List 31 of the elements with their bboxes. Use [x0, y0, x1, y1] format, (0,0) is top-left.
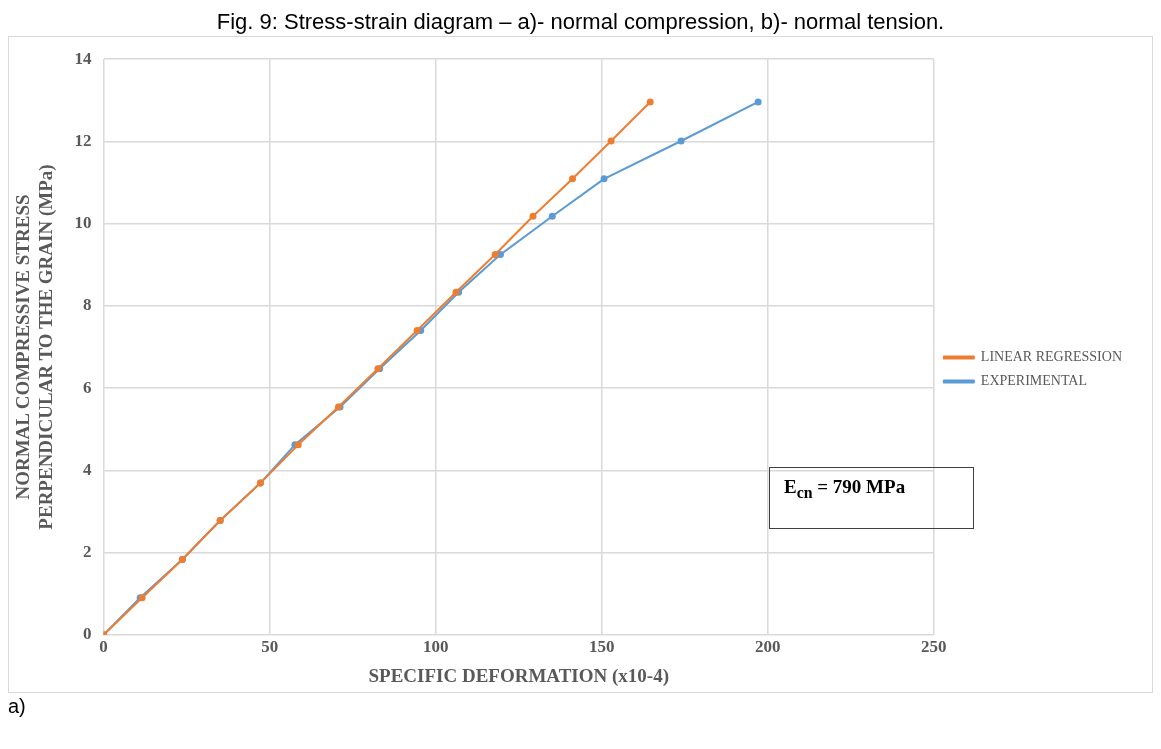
y-tick-label: 14	[74, 48, 93, 68]
point	[569, 175, 577, 183]
y-tick-label: 2	[83, 541, 92, 561]
x-tick-label: 100	[422, 637, 449, 657]
point	[413, 327, 421, 335]
legend-label: LINEAR REGRESSION	[980, 349, 1122, 365]
point	[607, 137, 615, 145]
legend-label: EXPERIMENTAL	[980, 373, 1088, 389]
y-axis-title: NORMAL COMPRESSIVE STRESS PERPENDICULAR TO THE GRAIN (MPa)	[12, 164, 58, 530]
x-axis-title: SPECIFIC DEFORMATION (x10-4)	[368, 664, 669, 687]
y-tick-label: 8	[83, 295, 92, 315]
x-tick-label: 200	[755, 637, 781, 657]
point	[600, 175, 608, 183]
point	[677, 137, 685, 145]
y-tick-label: 4	[83, 459, 93, 479]
x-tick-label: 250	[921, 637, 947, 657]
note-box: E$_{cn}$ = 790 MPa	[769, 467, 974, 529]
chart-title: Fig. 9: Stress-strain diagram – a)- normal compression, b)- normal tension.	[215, 8, 946, 36]
point	[754, 98, 762, 106]
y-tick-label: 12	[74, 130, 92, 150]
point	[491, 250, 499, 258]
point	[548, 212, 556, 220]
y-tick-label: 6	[83, 377, 92, 397]
point	[529, 212, 537, 220]
point	[646, 98, 654, 106]
x-tick-label: 150	[588, 637, 615, 657]
x-tick-label: 50	[261, 637, 279, 657]
text: a)	[8, 695, 27, 718]
y-tick-label: 0	[83, 624, 92, 644]
x-tick-label: 0	[99, 637, 108, 657]
y-tick-label: 10	[74, 213, 92, 233]
